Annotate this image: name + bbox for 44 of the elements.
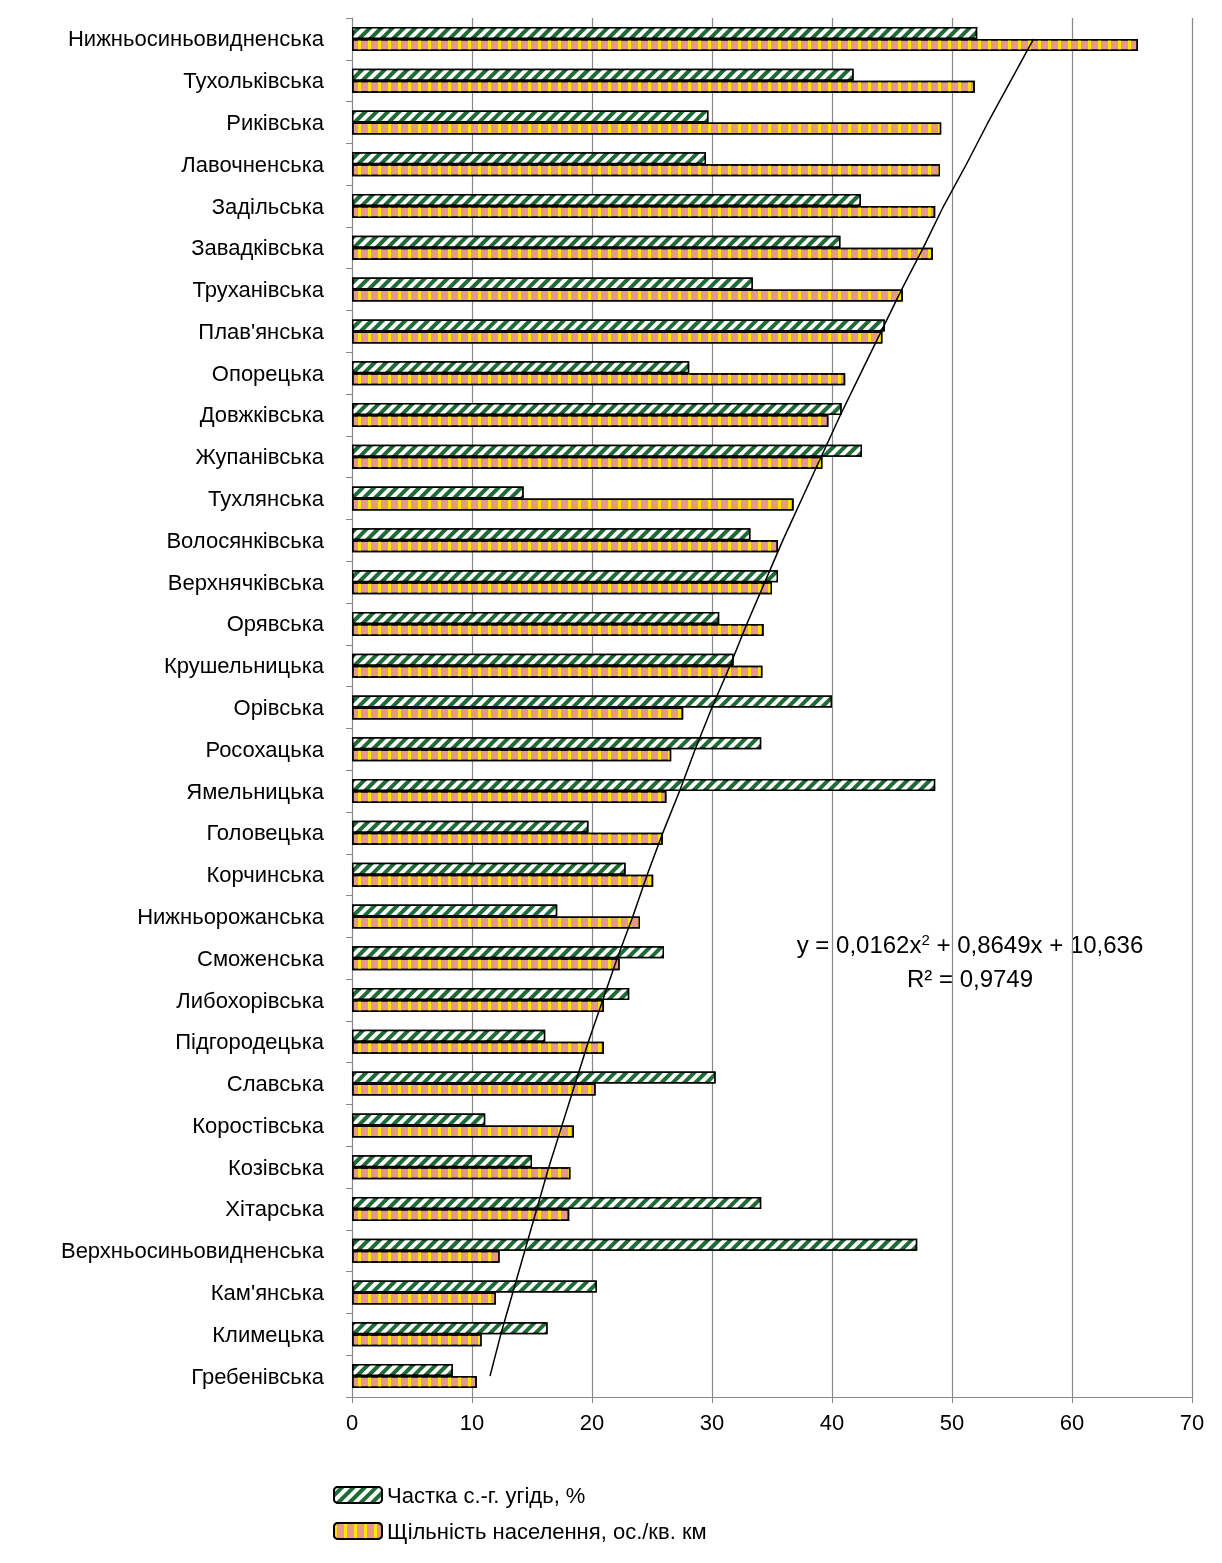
y-tick-label: Славська — [226, 1071, 325, 1097]
x-tick-label: 40 — [819, 1409, 845, 1435]
y-tick-label: Підгородецька — [175, 1029, 325, 1055]
y-tick-label: Нижньосиньовидненська — [67, 26, 325, 52]
y-tick-label: Верхнячківська — [167, 569, 325, 595]
y-tick-label: Тухольківська — [183, 68, 325, 94]
y-tick-label: Нижньорожанська — [137, 903, 325, 929]
x-tick-label: 70 — [1179, 1409, 1205, 1435]
y-tick-label: Сможенська — [197, 945, 325, 971]
y-tick-label: Верхньосиньовидненська — [60, 1238, 325, 1264]
y-tick-label: Орівська — [233, 695, 325, 720]
y-tick-label: Риківська — [226, 109, 325, 135]
x-tick-label: 60 — [1059, 1409, 1085, 1435]
legend-label: Частка с.-г. угідь, % — [387, 1482, 586, 1508]
y-tick-label: Лавочненська — [181, 151, 325, 177]
y-tick-label: Волосянківська — [166, 527, 325, 553]
y-tick-label: Жупанівська — [195, 444, 325, 470]
y-tick-label: Крушельницька — [163, 653, 325, 679]
y-tick-label: Корчинська — [206, 862, 325, 888]
x-tick-label: 20 — [579, 1409, 605, 1435]
y-tick-label: Завадківська — [191, 235, 325, 261]
y-tick-label: Головецька — [206, 820, 325, 846]
y-tick-label: Росохацька — [205, 736, 325, 762]
legend-label: Щільність населення, ос./кв. км — [387, 1518, 707, 1544]
x-tick-label: 50 — [939, 1409, 965, 1435]
y-tick-label: Довжківська — [199, 402, 325, 428]
y-tick-label: Либохорівська — [176, 987, 325, 1013]
y-tick-label: Тухлянська — [208, 486, 325, 512]
y-tick-label: Опорецька — [211, 360, 325, 386]
y-tick-label: Козівська — [227, 1154, 325, 1180]
x-tick-label: 10 — [459, 1409, 485, 1435]
x-tick-label: 0 — [345, 1409, 359, 1435]
y-tick-label: Климецька — [212, 1321, 325, 1347]
x-tick-label: 30 — [699, 1409, 725, 1435]
y-tick-label: Хітарська — [225, 1196, 325, 1222]
y-tick-label: Плав'янська — [198, 318, 325, 344]
y-tick-label: Ямельницька — [186, 778, 325, 804]
annotation: R² = 0,9749 — [906, 964, 1034, 992]
y-tick-label: Орявська — [226, 611, 325, 637]
y-tick-label: Задільська — [211, 193, 325, 219]
y-tick-label: Гребенівська — [191, 1363, 325, 1389]
y-tick-label: Кам'янська — [210, 1280, 325, 1306]
y-tick-label: Труханівська — [192, 277, 325, 303]
y-tick-label: Коростівська — [192, 1112, 325, 1138]
